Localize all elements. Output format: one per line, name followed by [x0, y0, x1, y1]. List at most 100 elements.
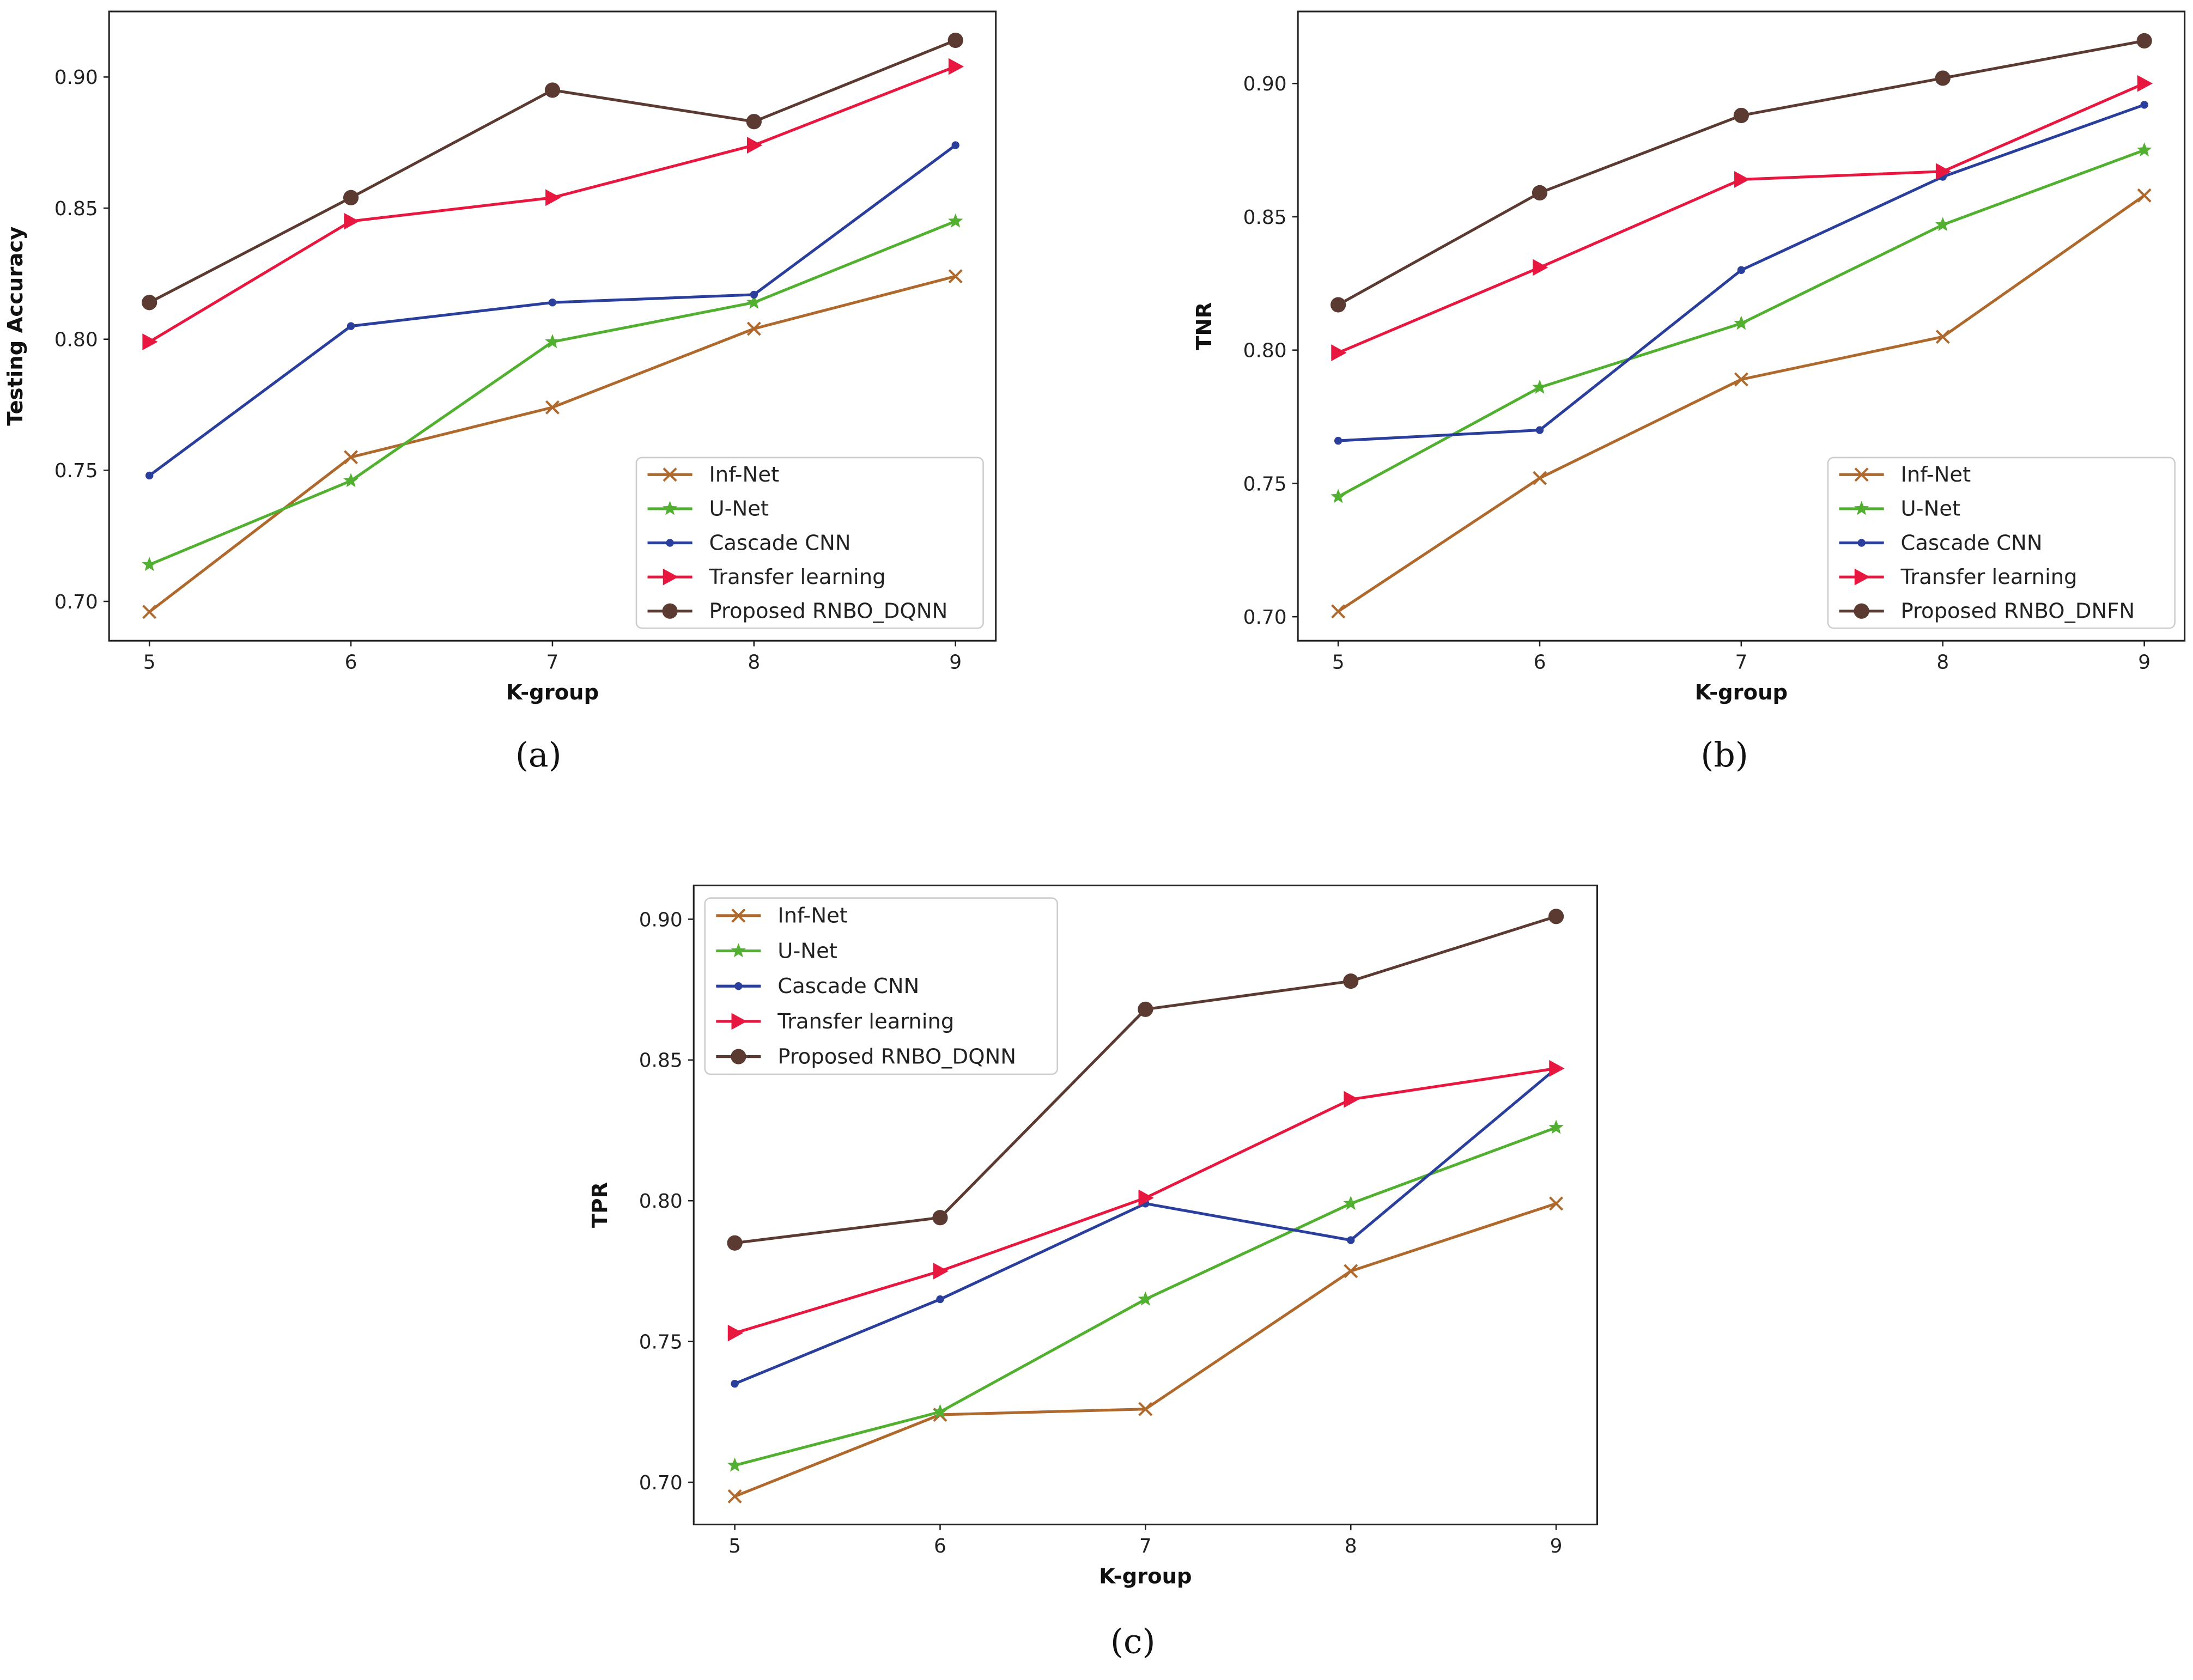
data-point: [145, 471, 154, 480]
y-axis-label: TPR: [588, 1182, 612, 1228]
panel-caption: (a): [515, 735, 562, 775]
x-tick-label: 6: [934, 1535, 946, 1557]
y-tick-label: 0.90: [1243, 73, 1287, 95]
legend-entry: Inf-Net: [777, 904, 848, 928]
data-point: [347, 322, 355, 330]
data-point: [1548, 909, 1564, 924]
y-tick-label: 0.90: [639, 909, 683, 931]
x-axis-label: K-group: [1099, 1564, 1192, 1588]
y-tick-label: 0.70: [1243, 606, 1287, 629]
y-tick-label: 0.90: [54, 66, 98, 89]
y-tick-label: 0.85: [1243, 206, 1287, 229]
y-axis-label: Testing Accuracy: [3, 227, 28, 426]
data-point: [545, 400, 560, 415]
legend: Inf-Net U-Net Cascade CNN Transfer learning…: [635, 456, 984, 629]
y-axis-label: TNR: [1192, 302, 1217, 350]
legend-marker-icon: [731, 1013, 747, 1030]
legend-entry: Proposed RNBO_DQNN: [709, 599, 947, 624]
x-axis-label: K-group: [506, 680, 599, 705]
legend-marker-icon: [1854, 467, 1869, 482]
data-point: [1138, 1291, 1153, 1306]
data-point: [548, 299, 557, 307]
data-point: [2137, 188, 2152, 203]
legend-marker-icon: [1854, 603, 1869, 619]
x-tick-label: 8: [748, 652, 760, 674]
legend-entry: U-Net: [777, 939, 837, 963]
series-proposed: [727, 909, 1564, 1251]
series-transfer-learning: [727, 1060, 1565, 1342]
data-point: [746, 321, 761, 336]
data-point: [933, 1263, 949, 1280]
legend-entry: Cascade CNN: [777, 974, 919, 999]
legend-entry: Inf-Net: [709, 462, 779, 487]
series-transfer-learning: [142, 58, 964, 350]
data-point: [1549, 1060, 1565, 1077]
legend-entry: U-Net: [709, 497, 769, 521]
data-point: [344, 212, 360, 230]
data-point: [1549, 1196, 1564, 1211]
data-point: [343, 473, 359, 488]
data-point: [1347, 1236, 1355, 1244]
data-point: [727, 1457, 743, 1472]
y-tick-label: 0.70: [639, 1472, 683, 1494]
x-tick-label: 6: [345, 652, 357, 674]
x-tick-label: 7: [546, 652, 559, 674]
legend-marker-icon: [731, 908, 746, 923]
x-tick-label: 9: [1550, 1535, 1563, 1557]
legend-marker-icon: [734, 982, 743, 990]
legend-marker-icon: [1854, 501, 1869, 515]
data-point: [1734, 315, 1749, 330]
data-point: [1532, 379, 1547, 394]
data-point: [948, 58, 964, 75]
data-point: [1334, 436, 1342, 445]
series-inf-net: [1331, 188, 2152, 619]
data-point: [343, 190, 359, 205]
chart-panel-c: 0.70 0.75 0.80 0.85 0.90 5 6 7 8 9 K-group TPR Inf-N…: [588, 884, 1599, 1661]
data-point: [1533, 259, 1548, 276]
data-point: [948, 269, 963, 284]
data-point: [545, 189, 561, 206]
data-point: [142, 605, 157, 619]
panel-caption: (b): [1700, 735, 1748, 775]
data-point: [948, 213, 963, 228]
data-point: [1532, 471, 1547, 485]
series-proposed: [1330, 33, 2152, 313]
data-point: [1532, 185, 1548, 201]
y-tick-label: 0.80: [54, 329, 98, 351]
legend: Inf-Net U-Net Cascade CNN Transfer learning…: [704, 897, 1058, 1075]
data-point: [1734, 372, 1748, 387]
data-point: [142, 333, 158, 350]
series-u-net: [142, 213, 963, 571]
legend-marker-icon: [731, 943, 746, 958]
legend-entry: Cascade CNN: [1901, 531, 2043, 555]
series-transfer-learning: [1331, 75, 2153, 361]
data-point: [545, 334, 560, 349]
data-point: [1344, 1091, 1359, 1108]
data-point: [1548, 1119, 1564, 1134]
legend-marker-icon: [1857, 539, 1866, 547]
data-point: [1138, 1189, 1154, 1207]
legend-entry: Transfer learning: [708, 565, 885, 589]
data-point: [1935, 70, 1951, 86]
data-point: [1331, 489, 1346, 503]
legend-entry: Inf-Net: [1901, 462, 1971, 487]
data-point: [2140, 101, 2148, 109]
series-u-net: [1331, 142, 2152, 503]
data-point: [1935, 163, 1952, 180]
data-point: [1535, 426, 1544, 434]
chart-panel-b: 0.70 0.75 0.80 0.85 0.90 5 6 7 8 9 K-group TNR Inf-N…: [1192, 10, 2186, 775]
data-point: [1343, 973, 1359, 989]
data-point: [1343, 1196, 1358, 1210]
legend-entry: Proposed RNBO_DQNN: [777, 1044, 1016, 1069]
legend-entry: Cascade CNN: [709, 531, 851, 555]
legend-box: [1827, 456, 2176, 629]
data-point: [2137, 75, 2153, 92]
legend-marker-icon: [663, 467, 677, 482]
x-tick-label: 8: [1345, 1535, 1357, 1557]
data-point: [142, 295, 157, 311]
legend-entry: Proposed RNBO_DNFN: [1901, 599, 2135, 624]
y-tick-label: 0.85: [639, 1050, 683, 1072]
x-tick-label: 7: [1139, 1535, 1152, 1557]
data-point: [727, 1324, 743, 1342]
data-point: [936, 1295, 944, 1304]
